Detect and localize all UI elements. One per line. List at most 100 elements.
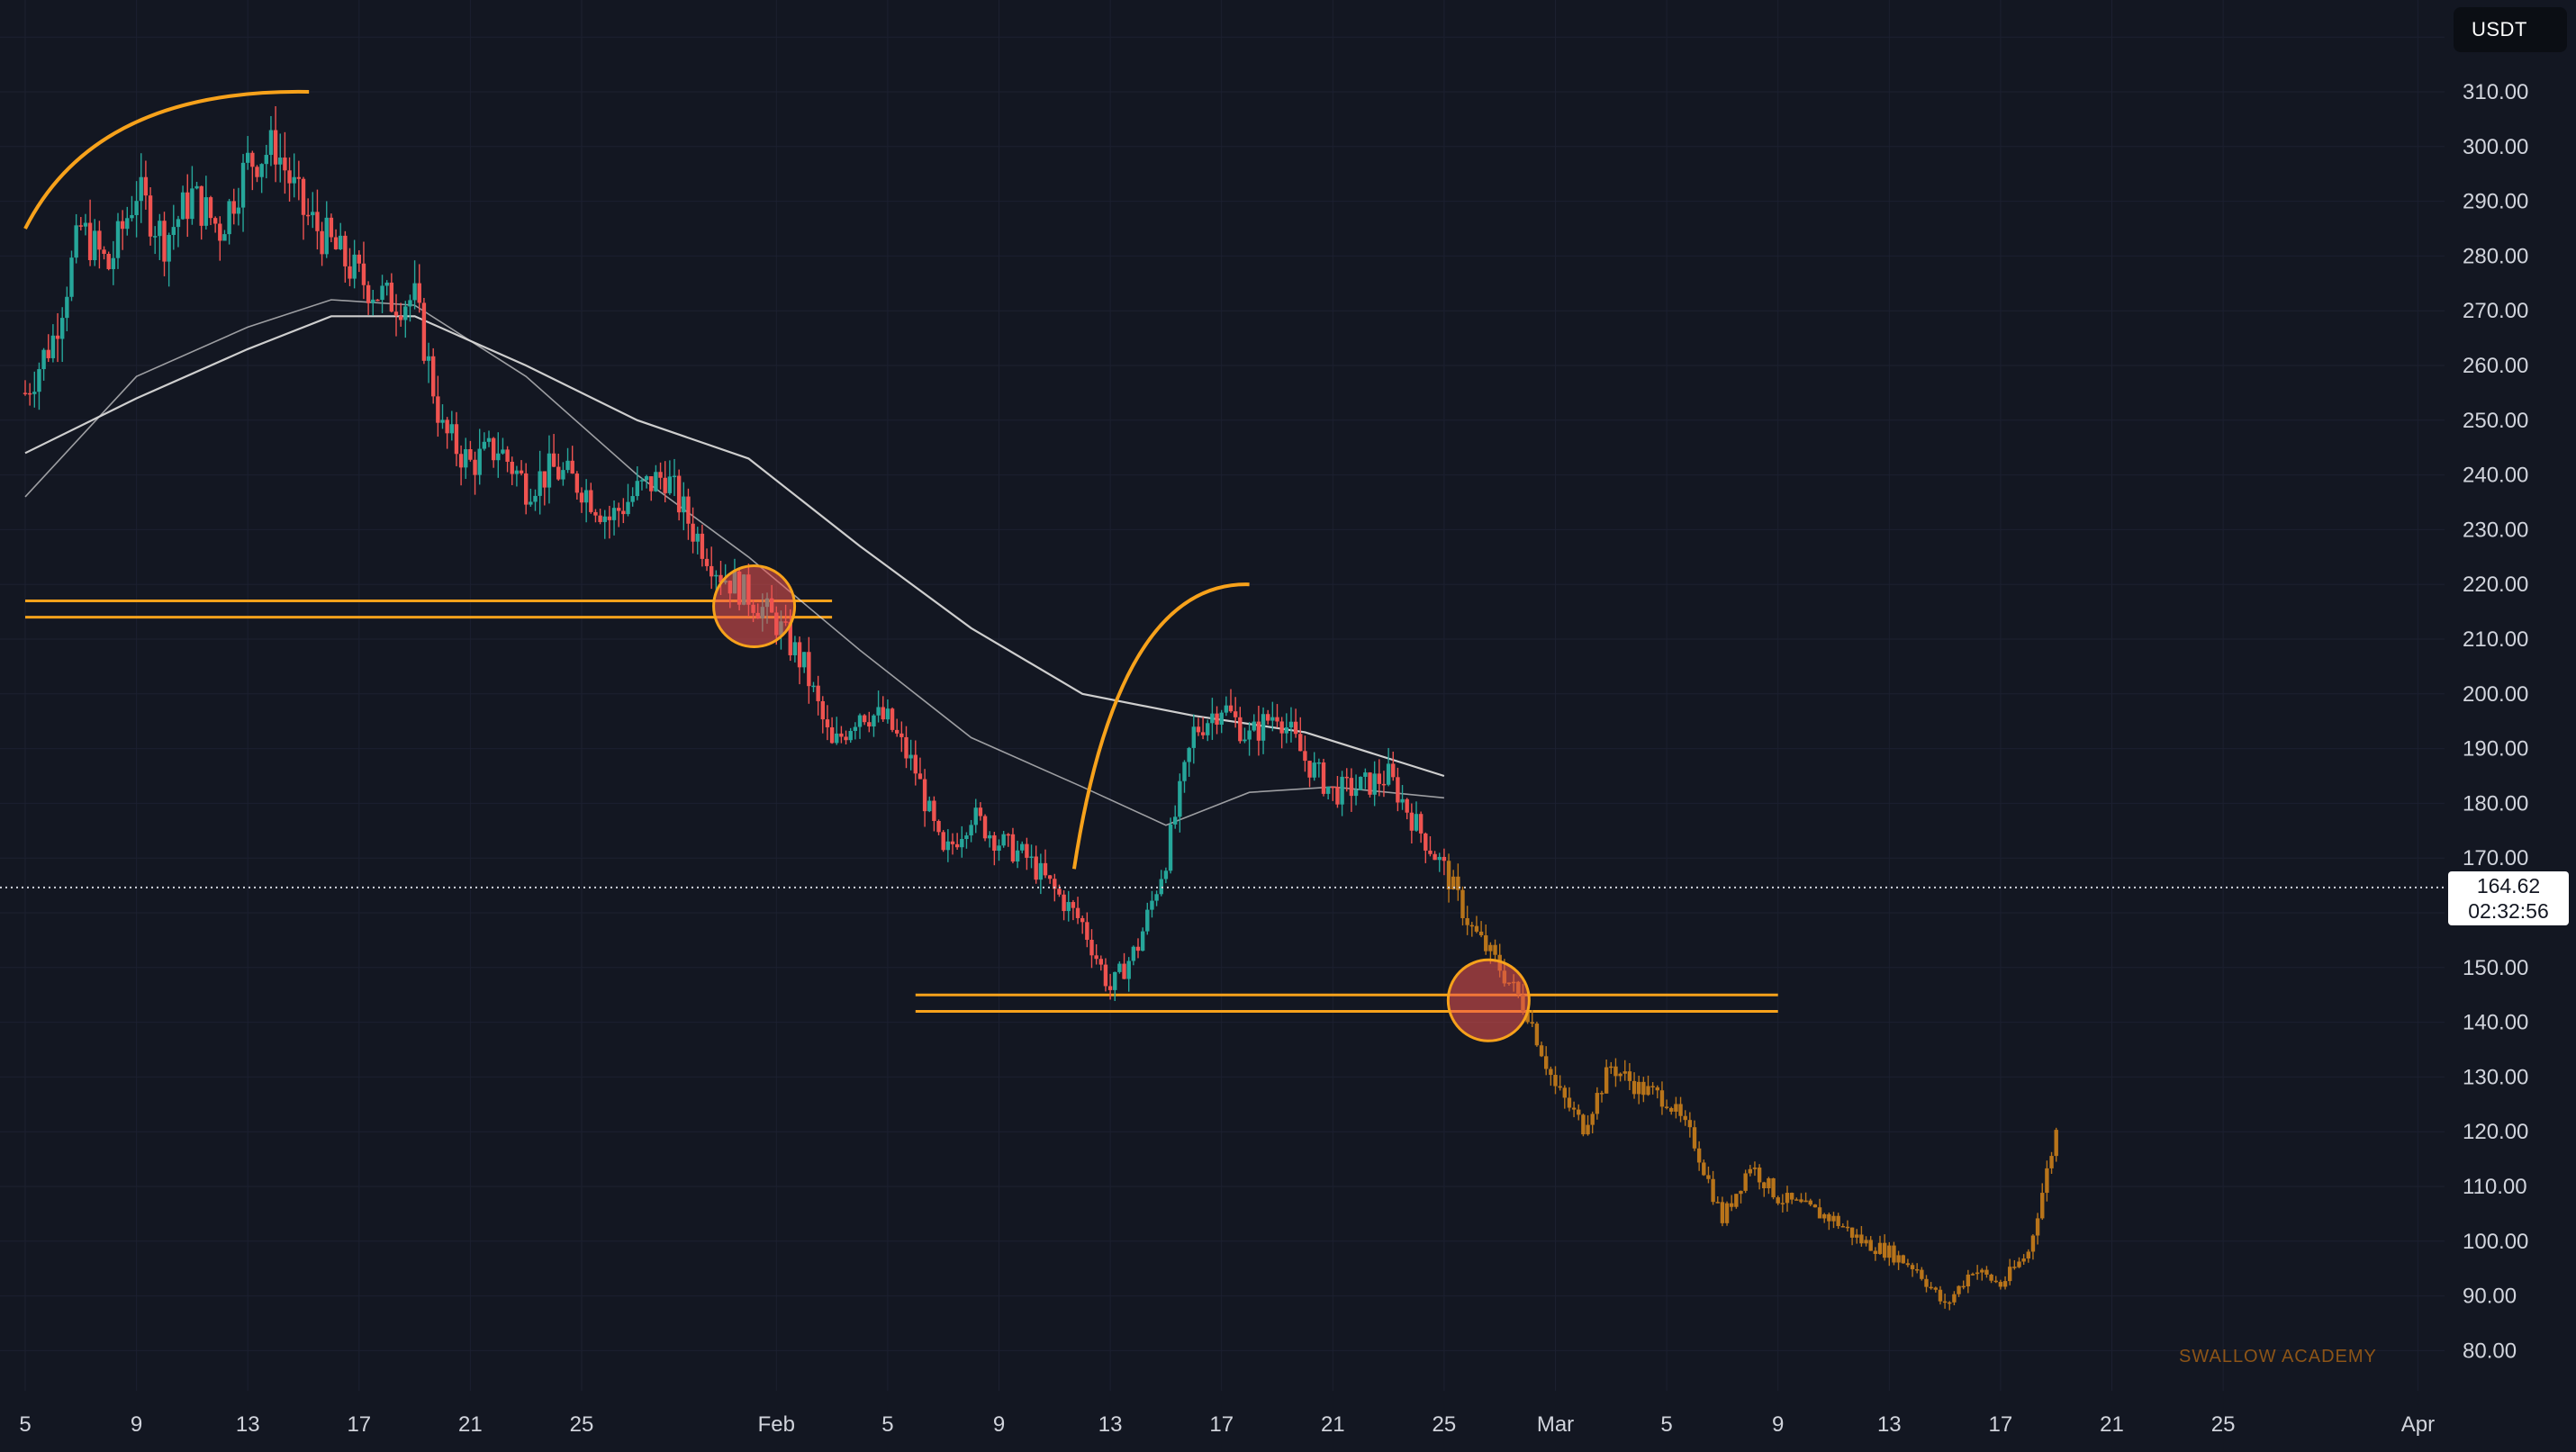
candle-body xyxy=(2045,1168,2049,1194)
candle-body xyxy=(1905,1263,1911,1266)
candle-body xyxy=(1544,1056,1549,1069)
candle-body xyxy=(1266,714,1270,721)
candle-body xyxy=(143,176,149,196)
candle-body xyxy=(1145,909,1150,932)
candle-body xyxy=(2049,1156,2054,1168)
price-axis[interactable]: 310.00 300.00 290.00 280.00 270.00 260.00 250.… xyxy=(2463,80,2528,1363)
candle-body xyxy=(50,335,56,358)
candle-body xyxy=(857,715,863,727)
candle-body xyxy=(1553,1075,1558,1087)
candle-body xyxy=(1474,925,1479,932)
candle-body xyxy=(917,773,923,780)
x-tick-label: 5 xyxy=(1660,1412,1672,1437)
y-tick-label: 210.00 xyxy=(2463,627,2528,652)
candle-body xyxy=(617,508,621,511)
candle-body xyxy=(1243,739,1247,742)
candle-body xyxy=(1113,971,1117,990)
candle-body xyxy=(1752,1168,1758,1169)
candle-body xyxy=(922,779,927,812)
candle-body xyxy=(510,461,514,474)
candle-body xyxy=(1219,712,1224,726)
candle-body xyxy=(611,508,617,520)
candle-body xyxy=(1975,1272,1980,1275)
candle-body xyxy=(375,299,380,302)
candle-body xyxy=(1433,853,1437,861)
candle-body xyxy=(371,299,375,303)
candle-body xyxy=(1215,713,1219,726)
candle-body xyxy=(1859,1234,1864,1244)
candle-body xyxy=(1840,1226,1845,1228)
currency-selector[interactable]: USDT xyxy=(2454,7,2567,52)
candle-body xyxy=(644,476,649,481)
candle-body xyxy=(1831,1215,1836,1222)
candle-body xyxy=(185,192,190,220)
candle-body xyxy=(366,284,371,303)
candle-body xyxy=(639,480,645,482)
candle-body xyxy=(1478,931,1484,936)
candle-body xyxy=(973,807,978,825)
y-tick-label: 250.00 xyxy=(2463,409,2528,433)
candle-body xyxy=(1822,1213,1827,1219)
candle-body xyxy=(250,152,255,167)
candle-body xyxy=(37,369,41,392)
candle-body xyxy=(352,254,357,279)
candle-body xyxy=(1984,1269,1989,1275)
candle-body xyxy=(83,222,88,227)
candle-body xyxy=(932,800,936,821)
candle-body xyxy=(194,185,199,189)
x-tick-label: 5 xyxy=(19,1412,31,1437)
breakdown-circle xyxy=(712,564,797,649)
candle-body xyxy=(69,257,74,297)
candle-body xyxy=(1980,1269,1984,1273)
candle-body xyxy=(1622,1071,1627,1074)
candle-body xyxy=(686,496,691,524)
candle-body xyxy=(1154,894,1159,901)
candle-body xyxy=(695,533,700,542)
candle-body xyxy=(1794,1199,1799,1201)
candle-body xyxy=(1210,713,1215,724)
candle-body xyxy=(1739,1190,1743,1195)
x-tick-label: 25 xyxy=(1433,1412,1457,1437)
x-tick-label: 5 xyxy=(881,1412,893,1437)
candle-body xyxy=(988,834,992,839)
candle-body xyxy=(1534,1024,1540,1046)
candle-body xyxy=(1711,1178,1715,1203)
candle-body xyxy=(533,495,538,502)
candle-body xyxy=(1279,721,1284,734)
candle-body xyxy=(1182,762,1187,781)
candle-body xyxy=(246,152,250,163)
candle-body xyxy=(593,511,598,516)
candle-body xyxy=(1567,1097,1572,1108)
candle-body xyxy=(1094,955,1098,960)
candle-body xyxy=(811,685,816,688)
candle-body xyxy=(700,533,705,559)
candle-body xyxy=(60,318,65,339)
candle-body xyxy=(1627,1071,1632,1081)
candle-body xyxy=(2040,1193,2045,1219)
candle-body xyxy=(890,708,895,730)
candle-body xyxy=(445,419,449,434)
candle-body xyxy=(1799,1199,1803,1203)
candle-body xyxy=(1966,1274,1971,1287)
candle-body xyxy=(1599,1093,1604,1095)
candle-body xyxy=(992,834,997,852)
candle-body xyxy=(102,249,106,254)
candle-body xyxy=(1196,726,1201,733)
candle-body xyxy=(1159,879,1163,895)
candle-body xyxy=(208,197,213,219)
candle-body xyxy=(1015,850,1020,862)
candle-body xyxy=(649,476,654,492)
candle-body xyxy=(598,515,602,522)
candle-body xyxy=(807,652,811,687)
candle-body xyxy=(32,392,37,394)
y-tick-label: 170.00 xyxy=(2463,846,2528,870)
candle-body xyxy=(825,719,830,727)
candle-body xyxy=(273,130,278,165)
candle-body xyxy=(41,349,46,370)
time-axis[interactable]: 5 9 13 17 21 25 Feb 5 9 13 17 21 25 Mar 5 9 13 17 21 25 Apr xyxy=(19,1412,2435,1437)
candle-body xyxy=(292,176,296,184)
candle-body xyxy=(190,188,194,220)
candle-body xyxy=(473,459,477,475)
